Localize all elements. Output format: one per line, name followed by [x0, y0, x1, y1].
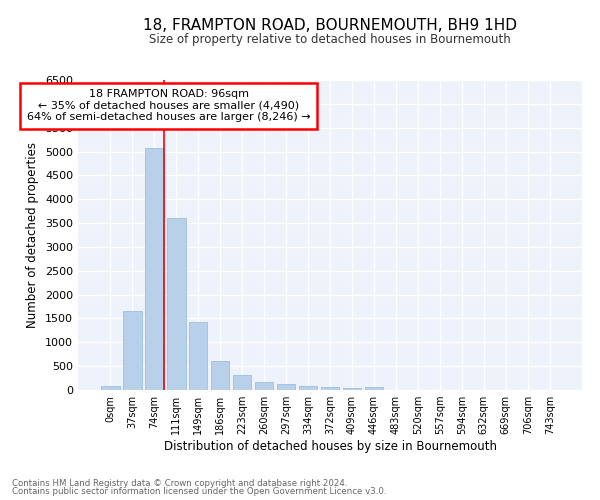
Bar — [365, 388, 383, 390]
Bar — [255, 382, 274, 390]
Bar — [189, 322, 208, 390]
Bar — [123, 312, 142, 390]
Text: 18, FRAMPTON ROAD, BOURNEMOUTH, BH9 1HD: 18, FRAMPTON ROAD, BOURNEMOUTH, BH9 1HD — [143, 18, 517, 32]
Bar — [145, 148, 164, 390]
Bar — [233, 375, 251, 390]
Bar — [101, 386, 119, 390]
Text: Size of property relative to detached houses in Bournemouth: Size of property relative to detached ho… — [149, 32, 511, 46]
Text: Contains public sector information licensed under the Open Government Licence v3: Contains public sector information licen… — [12, 487, 386, 496]
Bar — [277, 384, 295, 390]
Bar — [211, 362, 229, 390]
Bar — [343, 388, 361, 390]
Y-axis label: Number of detached properties: Number of detached properties — [26, 142, 40, 328]
Text: 18 FRAMPTON ROAD: 96sqm
← 35% of detached houses are smaller (4,490)
64% of semi: 18 FRAMPTON ROAD: 96sqm ← 35% of detache… — [27, 90, 311, 122]
Text: Contains HM Land Registry data © Crown copyright and database right 2024.: Contains HM Land Registry data © Crown c… — [12, 478, 347, 488]
Bar — [167, 218, 185, 390]
Bar — [320, 388, 340, 390]
Bar — [299, 386, 317, 390]
X-axis label: Distribution of detached houses by size in Bournemouth: Distribution of detached houses by size … — [163, 440, 497, 453]
